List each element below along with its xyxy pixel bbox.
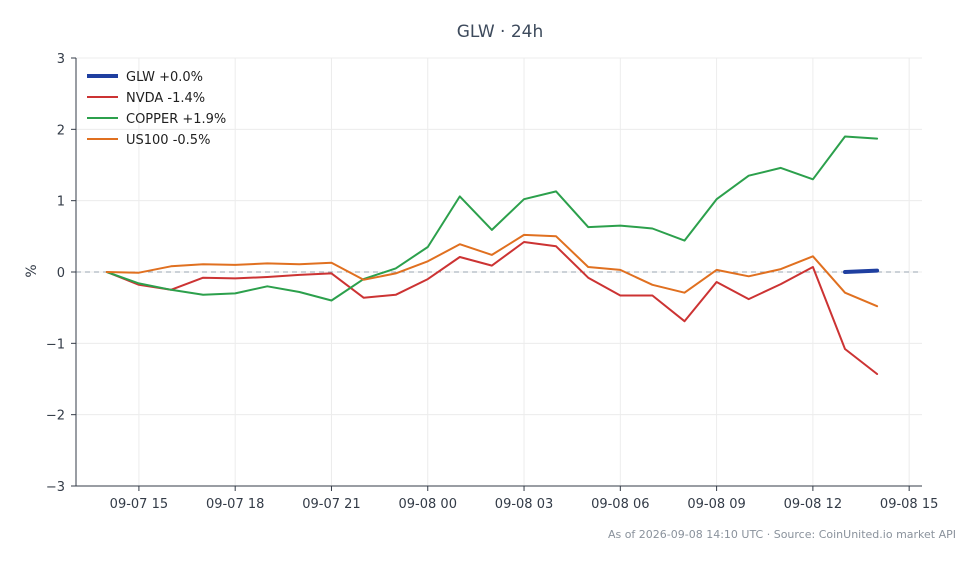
legend-entry: NVDA -1.4%: [126, 91, 205, 106]
x-tick-label: 09-07 18: [206, 497, 264, 512]
legend-entry: GLW +0.0%: [126, 70, 203, 85]
series-line-nvda: [105, 241, 879, 375]
y-tick-label: −3: [46, 480, 65, 495]
x-tick-label: 09-07 21: [302, 497, 360, 512]
y-tick-label: −2: [46, 409, 65, 424]
x-tick-label: 09-08 15: [880, 497, 938, 512]
chart-title: GLW · 24h: [457, 22, 544, 42]
series-line-us100: [105, 233, 879, 308]
x-tick-label: 09-08 06: [591, 497, 649, 512]
y-tick-label: 2: [57, 123, 65, 138]
y-tick-label: −1: [46, 337, 65, 352]
legend-entry: COPPER +1.9%: [126, 112, 226, 127]
y-tick-label: 3: [57, 52, 65, 67]
x-tick-label: 09-08 09: [687, 497, 745, 512]
x-tick-label: 09-07 15: [110, 497, 168, 512]
legend: GLW +0.0% NVDA -1.4% COPPER +1.9% US100 -0.…: [87, 70, 226, 148]
y-axis-label: %: [24, 264, 40, 277]
y-tick-label: 1: [57, 195, 65, 210]
series-line-glw: [843, 268, 880, 274]
x-tick-label: 09-08 03: [495, 497, 553, 512]
y-tick-label: 0: [57, 266, 65, 281]
x-tick-label: 09-08 00: [399, 497, 457, 512]
footer-source-note: As of 2026-09-08 14:10 UTC · Source: Coi…: [608, 528, 956, 541]
x-tick-label: 09-08 12: [784, 497, 842, 512]
series-line-copper: [105, 135, 879, 302]
legend-entry: US100 -0.5%: [126, 133, 210, 148]
axes: 3 2 1 0 −1 −2 −3 09-07 15 09-07 18 09-07 21 09-08 …: [46, 52, 939, 512]
series-group: [105, 135, 880, 375]
